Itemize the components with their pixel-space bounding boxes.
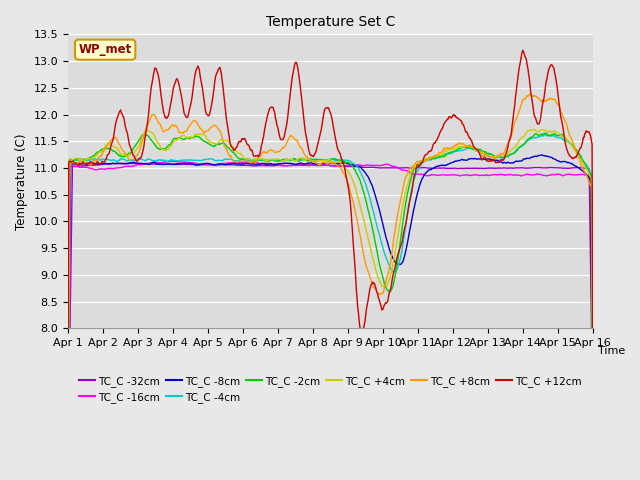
TC_C -2cm — [589, 406, 596, 411]
TC_C -8cm — [589, 425, 596, 431]
TC_C +8cm — [394, 210, 402, 216]
TC_C +4cm — [74, 156, 81, 162]
TC_C -32cm — [129, 160, 137, 166]
TC_C +12cm — [410, 178, 417, 184]
TC_C +8cm — [74, 160, 81, 166]
TC_C -16cm — [182, 159, 189, 165]
TC_C +4cm — [394, 233, 402, 239]
TC_C -4cm — [209, 156, 216, 162]
TC_C -2cm — [64, 396, 72, 401]
Title: Temperature Set C: Temperature Set C — [266, 15, 395, 29]
TC_C +4cm — [410, 165, 417, 171]
Y-axis label: Temperature (C): Temperature (C) — [15, 133, 28, 229]
TC_C -16cm — [170, 158, 177, 164]
TC_C -2cm — [181, 136, 189, 142]
TC_C -16cm — [64, 457, 72, 463]
Line: TC_C +8cm: TC_C +8cm — [68, 94, 593, 460]
TC_C -2cm — [410, 168, 417, 174]
TC_C -8cm — [64, 415, 72, 420]
TC_C -2cm — [74, 156, 81, 162]
TC_C -32cm — [182, 161, 189, 167]
TC_C +8cm — [209, 123, 216, 129]
TC_C +4cm — [64, 395, 72, 400]
TC_C +4cm — [209, 140, 216, 146]
TC_C -8cm — [74, 161, 81, 167]
Line: TC_C +12cm: TC_C +12cm — [68, 50, 593, 360]
TC_C +8cm — [589, 327, 596, 333]
TC_C +12cm — [209, 96, 216, 102]
TC_C -32cm — [128, 161, 136, 167]
TC_C +12cm — [394, 251, 402, 257]
TC_C -4cm — [394, 264, 402, 269]
TC_C +8cm — [181, 129, 189, 134]
TC_C -16cm — [128, 163, 136, 169]
TC_C -32cm — [410, 165, 418, 171]
TC_C -4cm — [128, 157, 136, 163]
Line: TC_C -16cm: TC_C -16cm — [68, 161, 593, 460]
Line: TC_C -2cm: TC_C -2cm — [68, 133, 593, 408]
TC_C -2cm — [541, 130, 549, 136]
TC_C -8cm — [410, 209, 417, 215]
Line: TC_C -8cm: TC_C -8cm — [68, 155, 593, 428]
TC_C -2cm — [394, 256, 402, 262]
TC_C +4cm — [181, 133, 189, 139]
TC_C -16cm — [74, 164, 81, 169]
TC_C -8cm — [538, 152, 545, 158]
TC_C -16cm — [410, 171, 418, 177]
Line: TC_C +4cm: TC_C +4cm — [68, 129, 593, 409]
TC_C +8cm — [64, 457, 72, 463]
TC_C -4cm — [181, 157, 189, 163]
TC_C -4cm — [410, 180, 417, 186]
TC_C -16cm — [395, 165, 403, 171]
TC_C +4cm — [531, 126, 538, 132]
TC_C -16cm — [589, 390, 596, 396]
TC_C +4cm — [128, 151, 136, 156]
TC_C -32cm — [64, 458, 72, 464]
TC_C +12cm — [64, 357, 72, 363]
TC_C -4cm — [541, 132, 548, 137]
TC_C +12cm — [589, 347, 596, 352]
TC_C -8cm — [209, 162, 216, 168]
Text: Time: Time — [598, 346, 625, 356]
TC_C +8cm — [526, 91, 534, 97]
TC_C -4cm — [74, 156, 81, 162]
TC_C +12cm — [128, 148, 136, 154]
TC_C -8cm — [394, 261, 402, 267]
TC_C +4cm — [589, 407, 596, 412]
TC_C -4cm — [589, 366, 596, 372]
Line: TC_C -32cm: TC_C -32cm — [68, 163, 593, 461]
TC_C -32cm — [209, 162, 217, 168]
TC_C -2cm — [128, 149, 136, 155]
TC_C +8cm — [128, 156, 136, 162]
TC_C +12cm — [181, 112, 189, 118]
TC_C +12cm — [519, 48, 527, 53]
TC_C +12cm — [74, 162, 81, 168]
TC_C -2cm — [209, 143, 216, 149]
TC_C -8cm — [128, 160, 136, 166]
Line: TC_C -4cm: TC_C -4cm — [68, 134, 593, 459]
TC_C +8cm — [410, 164, 417, 169]
TC_C -16cm — [209, 162, 217, 168]
TC_C -8cm — [181, 160, 189, 166]
Text: WP_met: WP_met — [79, 43, 132, 56]
TC_C -32cm — [74, 163, 81, 169]
TC_C -32cm — [395, 165, 403, 171]
Legend: TC_C -32cm, TC_C -16cm, TC_C -8cm, TC_C -4cm, TC_C -2cm, TC_C +4cm, TC_C +8cm, T: TC_C -32cm, TC_C -16cm, TC_C -8cm, TC_C … — [75, 372, 586, 407]
TC_C -32cm — [589, 410, 596, 416]
TC_C -4cm — [64, 456, 72, 462]
